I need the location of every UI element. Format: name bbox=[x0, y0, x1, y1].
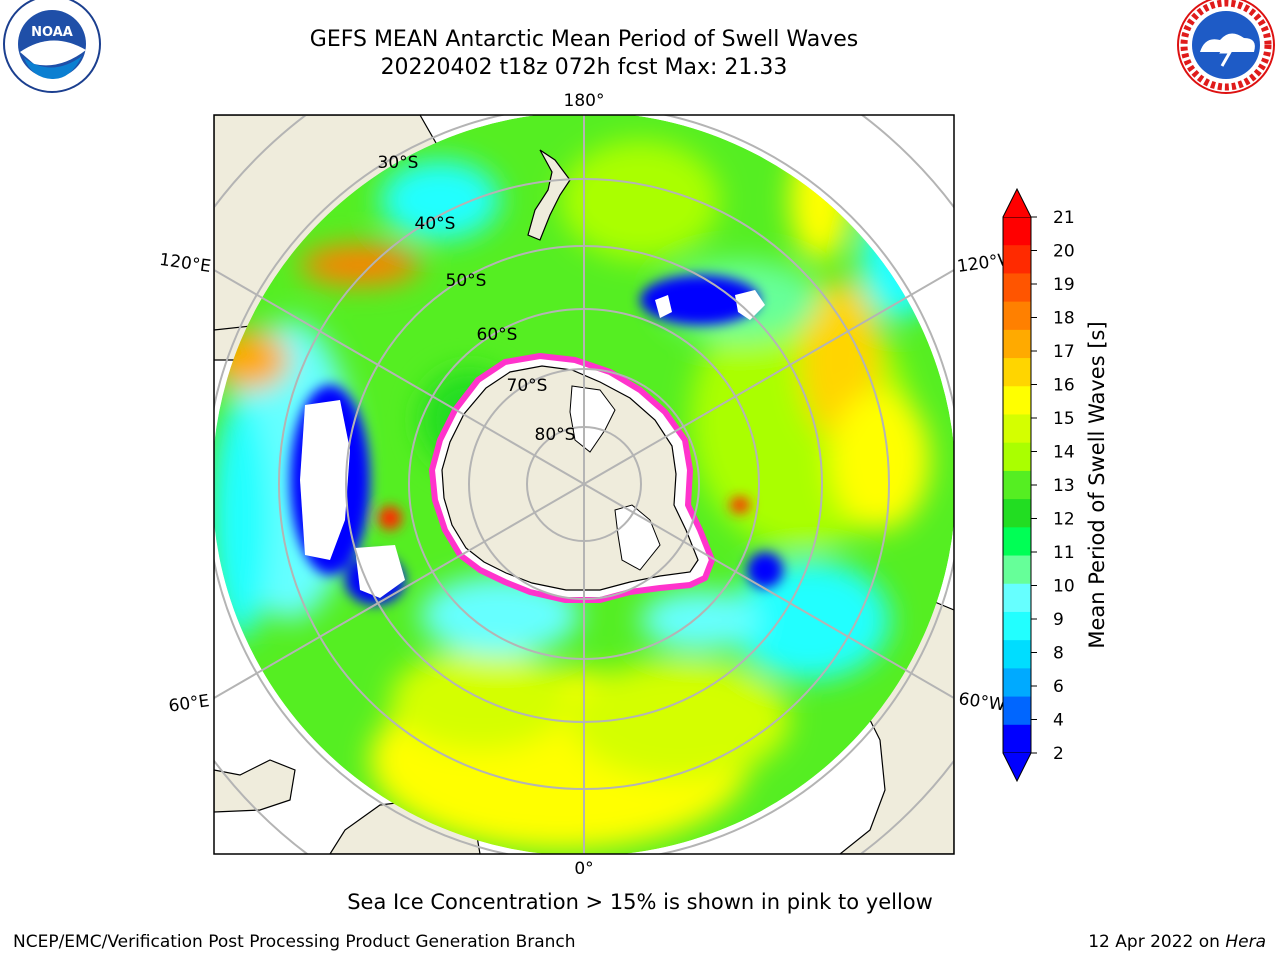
lat-label-50s: 50°S bbox=[446, 271, 487, 291]
colorbar-segment bbox=[1003, 442, 1031, 472]
lat-label-80s: 80°S bbox=[535, 425, 576, 445]
colorbar-tick-label: 12 bbox=[1053, 510, 1075, 530]
colorbar: 21 20 19 18 17 16 15 14 13 12 11 10 9 8 6 4 2 bbox=[1002, 187, 1075, 783]
colorbar-tick-label: 6 bbox=[1053, 677, 1064, 697]
colorbar-segment bbox=[1003, 555, 1031, 585]
footer-branch: NCEP/EMC/Verification Post Processing Pr… bbox=[13, 932, 576, 952]
lon-label-60e: 60°E bbox=[167, 691, 210, 716]
lat-label-60s: 60°S bbox=[477, 325, 518, 345]
colorbar-segment bbox=[1003, 611, 1031, 641]
colorbar-tick-label: 2 bbox=[1053, 744, 1064, 764]
lon-label-60w: 60°W bbox=[957, 689, 1006, 715]
footer-host: Hera bbox=[1225, 932, 1266, 952]
longitude-labels: 180° 120°E 120°W 60°E 60°W 0° bbox=[158, 91, 1016, 879]
lon-label-120e: 120°E bbox=[158, 250, 212, 277]
colorbar-tick-label: 11 bbox=[1053, 543, 1075, 563]
colorbar-tick-label: 16 bbox=[1053, 376, 1075, 396]
colorbar-segment bbox=[1003, 414, 1031, 444]
colorbar-bottom-arrow bbox=[1002, 752, 1032, 783]
new-zealand bbox=[527, 149, 571, 241]
colorbar-tick-label: 8 bbox=[1053, 644, 1064, 664]
colorbar-tick-label: 13 bbox=[1053, 476, 1075, 496]
colorbar-segment bbox=[1003, 329, 1031, 359]
lon-label-0: 0° bbox=[574, 859, 593, 879]
colorbar-segment bbox=[1003, 499, 1031, 528]
ice-caption: Sea Ice Concentration > 15% is shown in … bbox=[347, 890, 933, 914]
map-frame bbox=[213, 114, 955, 855]
colorbar-tick-label: 14 bbox=[1053, 443, 1075, 463]
colorbar-tick-label: 20 bbox=[1053, 242, 1075, 262]
lat-label-30s: 30°S bbox=[378, 153, 419, 173]
colorbar-tick-label: 10 bbox=[1053, 577, 1075, 597]
chart-title: GEFS MEAN Antarctic Mean Period of Swell… bbox=[309, 27, 859, 52]
lon-label-180: 180° bbox=[564, 91, 605, 111]
colorbar-top-arrow bbox=[1002, 187, 1032, 218]
colorbar-tick-label: 9 bbox=[1053, 610, 1064, 630]
colorbar-segment bbox=[1003, 358, 1031, 387]
graticule bbox=[214, 115, 954, 854]
colorbar-segment bbox=[1003, 668, 1031, 698]
map-area bbox=[214, 115, 954, 854]
lat-label-40s: 40°S bbox=[415, 214, 456, 234]
colorbar-label: Mean Period of Swell Waves [s] bbox=[1085, 321, 1109, 649]
colorbar-tick-label: 21 bbox=[1053, 208, 1075, 228]
noaa-logo-text: NOAA bbox=[31, 25, 73, 40]
colorbar-segment bbox=[1003, 470, 1031, 500]
colorbar-ticks: 21 20 19 18 17 16 15 14 13 12 11 10 9 8 6 4 2 bbox=[1031, 208, 1075, 764]
colorbar-segment bbox=[1003, 724, 1031, 754]
colorbar-tick-label: 18 bbox=[1053, 309, 1075, 329]
colorbar-segment bbox=[1003, 583, 1031, 613]
latitude-labels: 30°S 40°S 50°S 60°S 70°S 80°S bbox=[378, 153, 576, 445]
lat-label-70s: 70°S bbox=[507, 376, 548, 396]
colorbar-segment bbox=[1003, 301, 1031, 331]
colorbar-tick-label: 19 bbox=[1053, 275, 1075, 295]
colorbar-segment bbox=[1003, 217, 1031, 246]
colorbar-segment bbox=[1003, 245, 1031, 274]
chart-subtitle: 20220402 t18z 072h fcst Max: 21.33 bbox=[380, 55, 788, 80]
noaa-logo: NOAA bbox=[3, 0, 101, 93]
colorbar-segment bbox=[1003, 273, 1031, 303]
colorbar-segment bbox=[1003, 640, 1031, 669]
colorbar-segment bbox=[1003, 386, 1031, 415]
footer-date-text: 12 Apr 2022 on bbox=[1088, 932, 1220, 952]
colorbar-tick-label: 15 bbox=[1053, 409, 1075, 429]
colorbar-segment bbox=[1003, 696, 1031, 726]
colorbar-segments bbox=[1003, 217, 1031, 754]
footer-date: 12 Apr 2022 on Hera bbox=[1088, 932, 1266, 952]
nws-logo bbox=[1177, 0, 1275, 94]
colorbar-segment bbox=[1003, 527, 1031, 557]
colorbar-tick-label: 17 bbox=[1053, 342, 1075, 362]
colorbar-tick-label: 4 bbox=[1053, 711, 1064, 731]
